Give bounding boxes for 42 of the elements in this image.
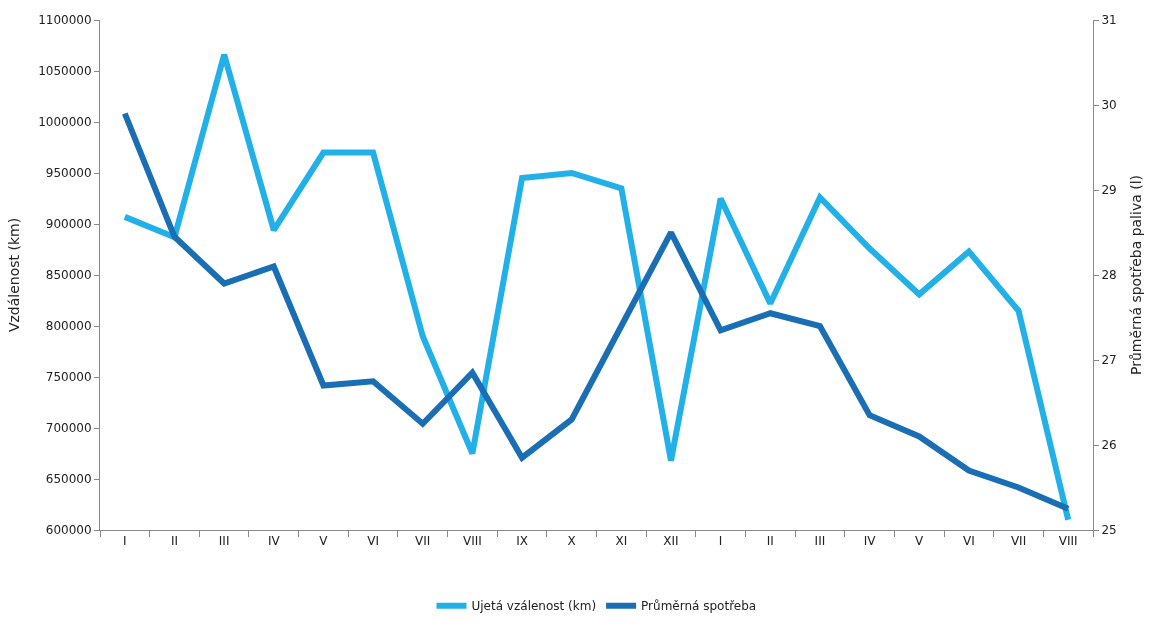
x-tick-label: XII [663, 534, 679, 549]
y-tick-label: 850000 [45, 268, 92, 283]
x-tick-label: X [567, 534, 576, 549]
y-tick-label: 800000 [45, 319, 92, 334]
y-tick-label: 1100000 [38, 13, 92, 28]
y2-tick-label: 26 [1101, 438, 1117, 453]
x-tick-label: I [718, 534, 723, 549]
y-tick-label: 600000 [45, 523, 92, 538]
x-tick-label: IV [863, 534, 877, 549]
y-tick-label: 900000 [45, 217, 92, 232]
y2-tick-label: 31 [1101, 13, 1117, 28]
x-tick-label: III [814, 534, 826, 549]
y-tick-label: 700000 [45, 421, 92, 436]
x-tick-label: VIII [1058, 534, 1078, 549]
y-tick-label: 950000 [45, 166, 92, 181]
x-tick-label: I [123, 534, 127, 549]
y-tick-label: 1050000 [38, 64, 92, 79]
x-tick-label: III [218, 534, 230, 549]
y2-tick-label: 29 [1101, 183, 1117, 198]
y2-axis-title: Průměrná spotřeba paliva (l) [1127, 174, 1144, 376]
y2-tick-label: 30 [1101, 98, 1117, 113]
y2-tick-label: 27 [1101, 353, 1117, 368]
y-tick-label: 750000 [45, 370, 92, 385]
x-tick-label: V [319, 534, 329, 549]
legend-label: Průměrná spotřeba [641, 599, 757, 614]
x-tick-label: VII [415, 534, 431, 549]
x-tick-label: XI [615, 534, 628, 549]
y-axis-title: Vzdálenost (km) [5, 217, 22, 333]
x-tick-label: II [170, 534, 179, 549]
legend-label: Ujetá vzálenost (km) [471, 599, 597, 614]
x-tick-label: IV [267, 534, 281, 549]
y2-tick-label: 25 [1101, 523, 1117, 538]
y-tick-label: 1000000 [38, 115, 92, 130]
x-tick-label: VI [367, 534, 379, 549]
y2-tick-label: 28 [1101, 268, 1117, 283]
x-tick-label: II [766, 534, 774, 549]
y-tick-label: 650000 [45, 472, 92, 487]
x-tick-label: VIII [462, 534, 482, 549]
x-tick-label: VII [1010, 534, 1027, 549]
x-tick-label: IX [516, 534, 528, 549]
x-tick-label: V [915, 534, 925, 549]
x-tick-label: VI [963, 534, 975, 549]
